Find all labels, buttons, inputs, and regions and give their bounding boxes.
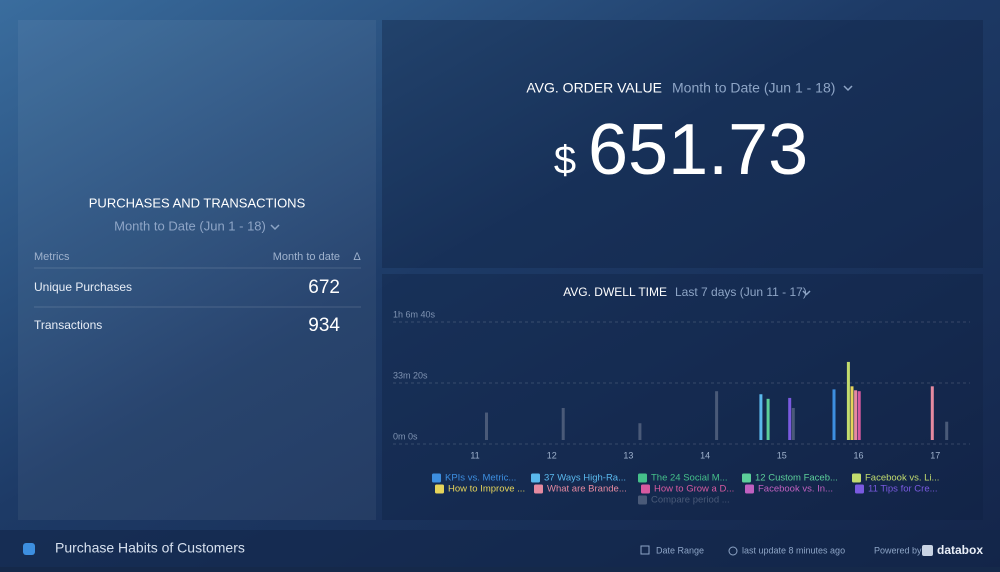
logo-icon (23, 543, 35, 555)
footer-bar (0, 530, 1000, 567)
bar (715, 391, 719, 440)
legend-label[interactable]: How to Improve ... (448, 484, 525, 495)
row-value: 672 (308, 277, 340, 298)
x-tick-label: 12 (547, 450, 557, 460)
row-value: 934 (308, 315, 340, 336)
row-label: Unique Purchases (34, 280, 132, 294)
bar (791, 407, 795, 440)
bar (832, 389, 836, 440)
brand: databox (937, 543, 983, 557)
last-update: last update 8 minutes ago (742, 545, 845, 555)
y-tick-label: 33m 20s (393, 370, 428, 380)
bar (561, 407, 565, 440)
chevron[interactable] (802, 290, 811, 296)
currency: $ (554, 139, 576, 183)
bar (766, 398, 770, 440)
bar (638, 423, 642, 440)
panel (382, 274, 983, 520)
legend-label[interactable]: The 24 Social M... (651, 473, 728, 484)
x-tick-label: 16 (853, 450, 863, 460)
y-tick-label: 0m 0s (393, 431, 418, 441)
bar-chart: 0m 0s 33m 20s 1h 6m 40s 11 12 13 14 15 16 17 KPIs … (393, 309, 970, 506)
chevron[interactable] (843, 85, 853, 92)
bar (930, 386, 934, 440)
column-header: Δ (353, 251, 361, 263)
panel-title: AVG. ORDER VALUE (526, 80, 662, 96)
bar (857, 391, 861, 440)
legend-checkbox[interactable] (742, 473, 751, 483)
chevron[interactable] (270, 224, 280, 231)
date-range-link[interactable]: Date Range (656, 545, 704, 555)
legend-checkbox[interactable] (432, 473, 441, 483)
powered-by: Powered by (874, 545, 922, 555)
bar (846, 361, 850, 440)
dashboard-title: Purchase Habits of Customers (55, 540, 245, 556)
legend-label[interactable]: Compare period ... (651, 495, 730, 506)
legend-label[interactable]: How to Grow a D... (654, 484, 734, 495)
legend-label[interactable]: Facebook vs. Li... (865, 473, 939, 484)
legend-checkbox[interactable] (638, 495, 647, 505)
date-range[interactable]: Month to Date (Jun 1 - 18) (114, 218, 266, 233)
legend-label[interactable]: 11 Tips for Cre... (868, 484, 938, 495)
legend-label[interactable]: KPIs vs. Metric... (445, 473, 516, 484)
bar (485, 412, 488, 440)
legend-checkbox[interactable] (852, 473, 861, 483)
column-header: Month to date (273, 251, 340, 263)
x-tick-label: 11 (470, 450, 479, 460)
date-range[interactable]: Last 7 days (Jun 11 - 17) (675, 285, 807, 299)
chart-title: AVG. DWELL TIME (563, 285, 667, 299)
calendar-icon[interactable] (640, 545, 650, 555)
x-tick-label: 17 (930, 450, 940, 460)
legend-checkbox[interactable] (534, 484, 543, 494)
panel (18, 20, 376, 520)
legend-checkbox[interactable] (531, 473, 540, 483)
legend-checkbox[interactable] (855, 484, 864, 494)
panel (382, 20, 983, 268)
legend-checkbox[interactable] (638, 473, 647, 483)
legend-checkbox[interactable] (641, 484, 650, 494)
legend-label[interactable]: Facebook vs. In... (758, 484, 833, 495)
panel-title: PURCHASES AND TRANSACTIONS (89, 195, 306, 210)
legend-label[interactable]: What are Brande... (547, 484, 627, 495)
legend-label[interactable]: 37 Ways High-Ra... (544, 473, 626, 484)
x-tick-label: 13 (623, 450, 633, 460)
legend-label[interactable]: 12 Custom Faceb... (755, 473, 838, 484)
x-tick-label: 14 (700, 450, 710, 460)
refresh-icon (728, 546, 738, 556)
bar (759, 394, 763, 440)
row-label: Transactions (34, 318, 102, 332)
bar (854, 390, 858, 440)
legend-checkbox[interactable] (745, 484, 754, 494)
bar (850, 386, 854, 440)
bar (945, 421, 949, 440)
y-tick-label: 1h 6m 40s (393, 309, 436, 319)
x-tick-label: 15 (777, 450, 787, 460)
date-range[interactable]: Month to Date (Jun 1 - 18) (672, 80, 835, 96)
legend-checkbox[interactable] (435, 484, 444, 494)
big-number: 651.73 (588, 110, 808, 190)
bar (788, 397, 792, 440)
brand-icon (922, 545, 933, 556)
column-header: Metrics (34, 251, 70, 263)
